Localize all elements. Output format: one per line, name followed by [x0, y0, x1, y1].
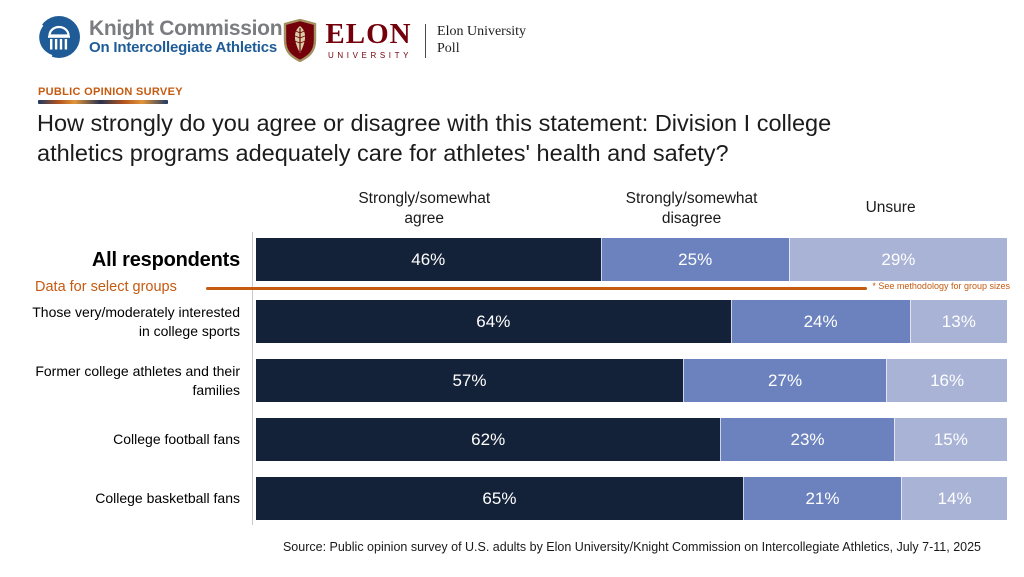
elon-poll-line1: Elon University: [437, 24, 527, 40]
row-label: College basketball fans: [95, 490, 240, 507]
row-label: Former college athletes and their famili…: [35, 363, 240, 398]
knight-commission-logo: Knight Commission On Intercollegiate Ath…: [38, 16, 283, 58]
bar-rows: All respondents 46% 25% 29% Those very/moder…: [0, 238, 1024, 536]
bar-segment-agree: 46%: [256, 238, 601, 281]
stacked-bar: 46% 25% 29%: [256, 238, 1007, 281]
chart-axis-line: [252, 232, 253, 525]
eyebrow-underline: [38, 100, 168, 104]
bar-segment-unsure: 14%: [901, 477, 1007, 520]
select-groups-label: Data for select groups: [35, 279, 177, 295]
column-header-unsure: Unsure: [865, 199, 916, 216]
bar-segment-disagree: 25%: [600, 238, 789, 281]
bar-segment-agree: 62%: [256, 418, 721, 461]
bar-segment-disagree: 27%: [682, 359, 887, 402]
bar-segment-disagree: 21%: [742, 477, 902, 520]
stacked-bar: 65% 21% 14%: [256, 477, 1007, 520]
bar-segment-agree: 57%: [256, 359, 683, 402]
column-header-agree: Strongly/somewhat agree: [358, 190, 491, 228]
chart-row: All respondents 46% 25% 29%: [0, 238, 1024, 281]
page-title: How strongly do you agree or disagree wi…: [37, 108, 987, 168]
methodology-note: * See methodology for group sizes: [872, 281, 1010, 291]
elon-poll-line2: Poll: [437, 40, 460, 56]
bar-value: 64%: [476, 311, 511, 331]
knight-commission-subtitle: On Intercollegiate Athletics: [89, 38, 278, 56]
chart-row: College football fans 62% 23% 15%: [0, 418, 1024, 461]
source-attribution: Source: Public opinion survey of U.S. ad…: [282, 540, 982, 554]
elon-poll-logo: ELON UNIVERSITY Elon University Poll: [283, 19, 526, 62]
bar-value: 21%: [805, 488, 840, 508]
bar-value: 27%: [768, 370, 803, 390]
chart-row: Those very/moderately interested in coll…: [0, 300, 1024, 343]
bar-segment-disagree: 23%: [720, 418, 894, 461]
bar-value: 13%: [941, 311, 976, 331]
bar-value: 25%: [678, 249, 713, 269]
bar-value: 16%: [930, 370, 965, 390]
bar-segment-unsure: 16%: [886, 359, 1008, 402]
bar-value: 46%: [411, 249, 446, 269]
eyebrow-label: PUBLIC OPINION SURVEY: [38, 86, 183, 98]
bar-segment-unsure: 29%: [788, 238, 1007, 281]
bar-segment-unsure: 13%: [909, 300, 1007, 343]
chart-column-headers: Strongly/somewhat agree Strongly/somewha…: [256, 189, 1007, 235]
row-label: College football fans: [113, 431, 240, 448]
title-line-1: How strongly do you agree or disagree wi…: [37, 110, 832, 136]
bar-segment-disagree: 24%: [730, 300, 910, 343]
bar-value: 24%: [803, 311, 838, 331]
title-line-2: athletics programs adequately care for a…: [37, 140, 729, 167]
chart-row: Former college athletes and their famili…: [0, 359, 1024, 402]
elon-shield-icon: [283, 19, 317, 62]
bar-value: 14%: [937, 488, 972, 508]
bar-value: 23%: [790, 429, 825, 449]
bar-value: 62%: [471, 429, 506, 449]
bar-segment-agree: 64%: [256, 300, 731, 343]
row-label: All respondents: [91, 248, 240, 271]
column-header-disagree: Strongly/somewhat disagree: [625, 190, 758, 228]
knight-commission-name: Knight Commission: [89, 16, 283, 40]
select-groups-line: [206, 287, 867, 290]
stacked-bar: 57% 27% 16%: [256, 359, 1008, 402]
bar-value: 29%: [881, 249, 916, 269]
elon-university-label: UNIVERSITY: [328, 50, 413, 60]
bar-segment-agree: 65%: [256, 477, 743, 520]
bar-value: 15%: [933, 429, 968, 449]
bar-value: 65%: [482, 488, 517, 508]
row-label: Those very/moderately interested in coll…: [32, 304, 240, 339]
chart-row: College basketball fans 65% 21% 14%: [0, 477, 1024, 520]
bar-segment-unsure: 15%: [893, 418, 1007, 461]
knight-commission-rotunda-icon: [38, 16, 80, 58]
stacked-bar: 62% 23% 15%: [256, 418, 1007, 461]
stacked-bar: 64% 24% 13%: [256, 300, 1007, 343]
logo-divider: [425, 23, 427, 58]
bar-value: 57%: [452, 370, 487, 390]
elon-wordmark: ELON: [325, 18, 412, 51]
